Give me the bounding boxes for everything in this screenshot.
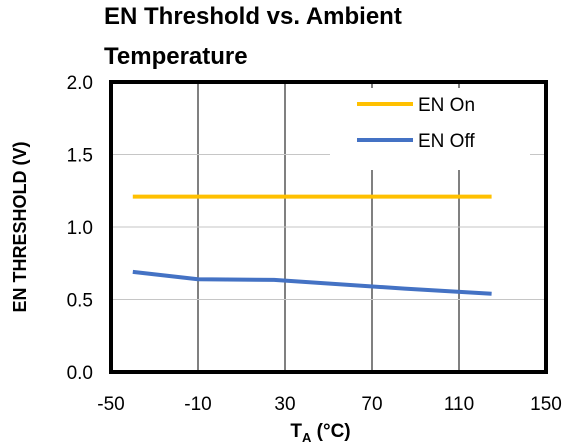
chart-title-line-2: Temperature bbox=[104, 43, 248, 70]
legend-label-1: EN On bbox=[418, 95, 475, 116]
series-layer bbox=[132, 194, 492, 296]
tick-labels: -50 -10 30 70 110 150 0.0 0.5 1.0 1.5 2.0 bbox=[67, 73, 562, 415]
y-tick-label: 0.0 bbox=[67, 363, 93, 384]
legend-label-2: EN Off bbox=[418, 131, 475, 152]
x-tick-label: 30 bbox=[274, 394, 295, 415]
legend: EN On EN Off bbox=[357, 95, 475, 152]
x-axis-label-rest: (°C) bbox=[311, 421, 350, 442]
legend-mask bbox=[330, 88, 530, 170]
y-tick-label: 1.0 bbox=[67, 218, 93, 239]
x-axis-label-main: T bbox=[290, 421, 302, 442]
x-tick-label: 70 bbox=[361, 394, 382, 415]
y-tick-label: 1.5 bbox=[67, 146, 93, 167]
x-axis-label-subscript: A bbox=[302, 430, 312, 445]
y-axis-label: EN THRESHOLD (V) bbox=[10, 141, 30, 312]
x-tick-label: -50 bbox=[97, 394, 124, 415]
x-tick-label: 110 bbox=[444, 394, 474, 415]
y-tick-label: 2.0 bbox=[67, 73, 93, 94]
x-tick-label: -10 bbox=[184, 394, 211, 415]
x-axis-label: TA (°C) bbox=[290, 421, 350, 445]
y-tick-label: 0.5 bbox=[67, 291, 93, 312]
series-line-2 bbox=[132, 269, 492, 296]
x-tick-label: 150 bbox=[530, 394, 562, 415]
legend-background bbox=[330, 88, 530, 170]
plot-frame bbox=[109, 80, 548, 374]
chart-title-line-1: EN Threshold vs. Ambient bbox=[104, 3, 402, 30]
